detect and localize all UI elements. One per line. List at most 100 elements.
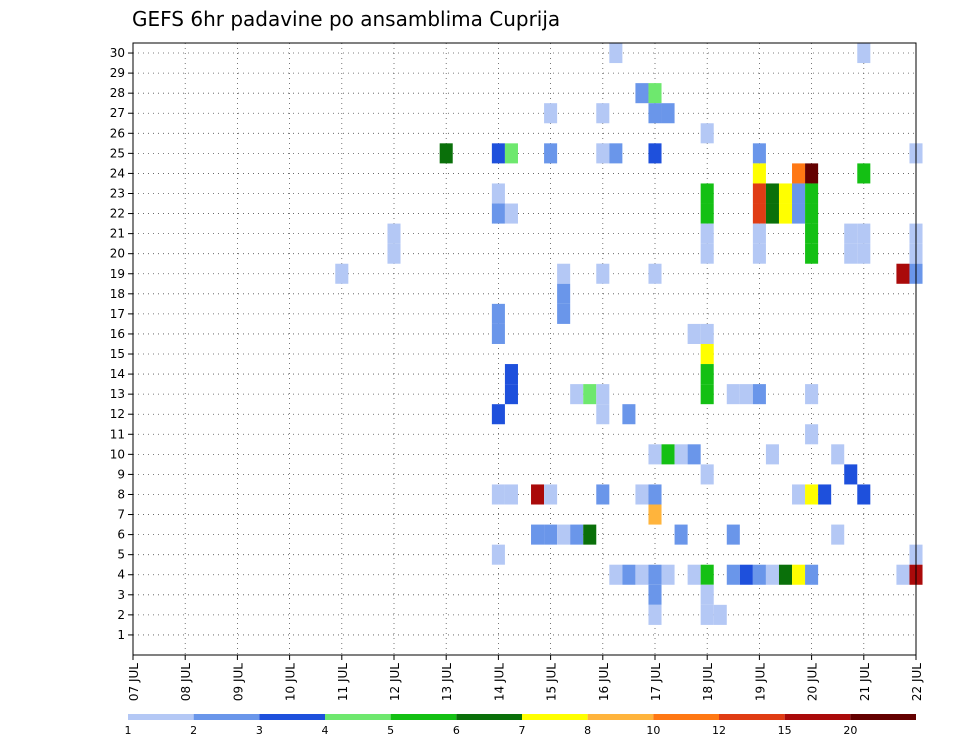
heatmap-cell	[857, 223, 871, 244]
heatmap-cell	[752, 203, 766, 224]
y-tick-label: 1	[117, 628, 125, 642]
heatmap-cell	[805, 183, 819, 204]
heatmap-cell	[661, 103, 675, 124]
heatmap-cell	[557, 283, 571, 304]
heatmap-cell	[557, 263, 571, 284]
heatmap-cell	[752, 143, 766, 164]
heatmap-cell	[648, 584, 662, 605]
y-tick-label: 24	[110, 166, 125, 180]
heatmap-cell	[648, 263, 662, 284]
colorbar-segment	[193, 714, 260, 720]
y-tick-label: 12	[110, 407, 125, 421]
x-tick-label: 18 JUL	[701, 663, 715, 701]
heatmap-cell	[778, 183, 793, 204]
x-tick-label: 22 JUL	[910, 663, 924, 701]
y-tick-label: 9	[117, 467, 125, 481]
heatmap-cell	[700, 123, 714, 144]
heatmap-cell	[792, 163, 806, 184]
heatmap-cell	[491, 404, 505, 425]
heatmap-cell	[504, 384, 518, 405]
heatmap-cell	[700, 323, 714, 344]
colorbar-segment	[587, 714, 654, 720]
heatmap-cell	[504, 484, 518, 505]
heatmap-cell	[739, 384, 753, 405]
colorbar-label: 4	[322, 724, 329, 737]
heatmap-cell	[792, 484, 806, 505]
heatmap-cell	[491, 303, 505, 324]
heatmap-cell	[896, 564, 910, 585]
heatmap-cell	[752, 163, 766, 184]
heatmap-cell	[792, 564, 806, 585]
x-tick-label: 21 JUL	[858, 663, 872, 701]
heatmap-cell	[491, 143, 505, 164]
heatmap-cell	[635, 83, 649, 104]
heatmap-cell	[387, 243, 401, 264]
heatmap-cell	[491, 323, 505, 344]
y-tick-label: 16	[110, 327, 125, 341]
heatmap-cell	[335, 263, 349, 284]
heatmap-cell	[700, 604, 714, 625]
heatmap-cell	[674, 524, 688, 545]
x-tick-label: 10 JUL	[284, 663, 298, 701]
x-tick-label: 11 JUL	[336, 663, 350, 701]
heatmap-cell	[700, 203, 714, 224]
heatmap-cell	[792, 203, 806, 224]
plot-frame	[132, 42, 917, 656]
heatmap-cell	[648, 484, 662, 505]
colorbar-label: 20	[843, 724, 857, 737]
y-tick-label: 15	[110, 347, 125, 361]
heatmap-cell	[583, 524, 597, 545]
x-axis: 07 JUL 08 JUL 09 JUL 10 JUL 11 JUL 12 JUL 13 J…	[127, 655, 924, 701]
colorbar-label: 10	[646, 724, 660, 737]
heatmap-cell	[831, 524, 845, 545]
y-tick-label: 25	[110, 146, 125, 160]
y-tick-label: 19	[110, 267, 125, 281]
heatmap-cell	[765, 183, 779, 204]
heatmap-cell	[805, 384, 819, 405]
heatmap-cell	[609, 143, 623, 164]
y-tick-label: 7	[117, 508, 125, 522]
x-tick-label: 14 JUL	[492, 663, 506, 701]
heatmap-cell	[805, 243, 819, 264]
heatmap-cell	[557, 524, 571, 545]
colorbar-segment	[522, 714, 588, 720]
heatmap-cell	[805, 203, 819, 224]
colorbar-segment	[259, 714, 325, 720]
heatmap-cell	[387, 223, 401, 244]
y-tick-label: 10	[110, 447, 125, 461]
y-axis: 1234567891011121314151617181920212223242…	[110, 46, 133, 642]
heatmap-cell	[531, 524, 545, 545]
heatmap-cell	[674, 444, 688, 465]
heatmap-cell	[752, 384, 766, 405]
heatmap-cell	[648, 143, 662, 164]
colorbar-label: 1	[125, 724, 132, 737]
heatmap-cell	[531, 484, 545, 505]
heatmap-cell	[765, 564, 779, 585]
heatmap-cell	[896, 263, 910, 284]
x-tick-label: 20 JUL	[806, 663, 820, 701]
heatmap-cell	[687, 564, 701, 585]
heatmap-cell	[622, 564, 636, 585]
y-tick-label: 23	[110, 186, 125, 200]
heatmap-cell	[609, 564, 623, 585]
heatmap-cell	[700, 464, 714, 485]
heatmap-cell	[635, 564, 649, 585]
heatmap-cell	[648, 103, 662, 124]
colorbar-segment	[784, 714, 851, 720]
x-tick-label: 16 JUL	[597, 663, 611, 701]
colorbar-segment	[325, 714, 391, 720]
heatmap-cell	[805, 564, 819, 585]
y-tick-label: 20	[110, 247, 125, 261]
heatmap-cell	[805, 223, 819, 244]
y-tick-label: 21	[110, 227, 125, 241]
heatmap-cell	[491, 484, 505, 505]
heatmap-cell	[700, 183, 714, 204]
heatmap-cell	[504, 203, 518, 224]
heatmap-cell	[504, 143, 518, 164]
colorbar-segment	[719, 714, 785, 720]
heatmap-cell	[687, 323, 701, 344]
heatmap-cell	[687, 444, 701, 465]
colorbar-label: 6	[453, 724, 460, 737]
heatmap-cell	[439, 143, 453, 164]
